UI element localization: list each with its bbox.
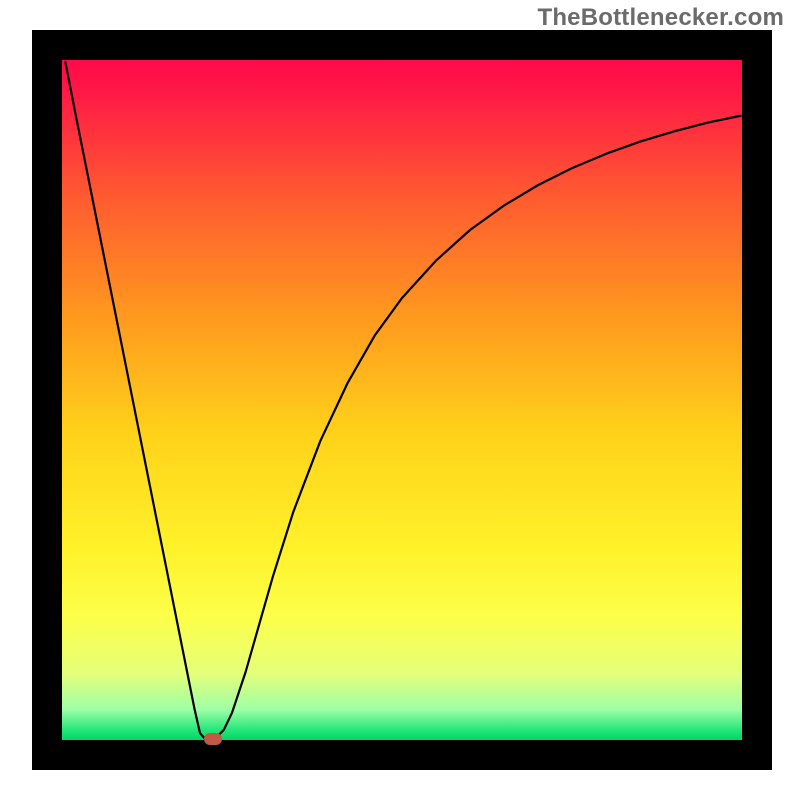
bottleneck-curve-path bbox=[65, 62, 740, 739]
plot-frame bbox=[32, 30, 772, 770]
optimal-min-marker bbox=[204, 733, 222, 745]
canvas-root: TheBottlenecker.com bbox=[0, 0, 800, 800]
curve-layer bbox=[62, 60, 742, 740]
watermark-text: TheBottlenecker.com bbox=[537, 4, 784, 32]
